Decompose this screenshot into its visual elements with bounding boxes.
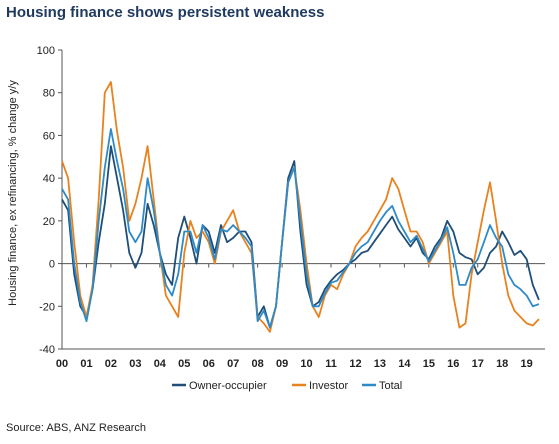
x-tick-label: 14 — [398, 358, 411, 370]
x-tick-label: 16 — [447, 358, 459, 370]
x-tick-label: 07 — [227, 358, 239, 370]
series-lines — [61, 81, 540, 333]
x-tick-label: 02 — [105, 358, 117, 370]
legend-label: Owner-occupier — [189, 380, 267, 392]
x-tick-label: 09 — [276, 358, 288, 370]
y-tick-label: 40 — [43, 173, 55, 185]
x-tick-label: 05 — [178, 358, 190, 370]
y-tick-label: -20 — [39, 301, 55, 313]
x-tick-label: 13 — [374, 358, 386, 370]
axes: -40 -20 0 20 40 60 80 100 00 01 02 03 04 05 06 07 08 09 10… — [37, 45, 545, 370]
series-line-owner-occupier — [61, 145, 540, 329]
y-axis-label: Housing finance, ex refinancing, % chang… — [7, 80, 19, 306]
series-line-investor — [61, 81, 540, 333]
x-tick-label: 17 — [472, 358, 484, 370]
y-tick-label: 0 — [49, 259, 55, 271]
series-line-total — [61, 128, 540, 329]
y-tick-label: -40 — [39, 344, 55, 356]
x-tick-label: 08 — [252, 358, 264, 370]
x-tick-label: 19 — [521, 358, 533, 370]
y-tick-label: 80 — [43, 88, 55, 100]
legend: Owner-occupier Investor Total — [172, 380, 402, 392]
x-tick-label: 10 — [300, 358, 312, 370]
legend-label: Total — [379, 380, 402, 392]
x-tick-label: 11 — [325, 358, 337, 370]
source-note: Source: ABS, ANZ Research — [6, 422, 147, 434]
y-tick-label: 60 — [43, 130, 55, 142]
x-tick-label: 06 — [203, 358, 215, 370]
y-tick-label: 100 — [37, 45, 55, 57]
x-tick-label: 00 — [56, 358, 68, 370]
x-tick-label: 12 — [349, 358, 361, 370]
x-tick-label: 03 — [129, 358, 141, 370]
x-tick-label: 01 — [80, 358, 92, 370]
legend-label: Investor — [309, 380, 348, 392]
x-tick-label: 04 — [154, 358, 167, 370]
y-tick-label: 20 — [43, 216, 55, 228]
x-tick-label: 15 — [423, 358, 435, 370]
chart-title: Housing finance shows persistent weaknes… — [6, 4, 325, 21]
x-tick-label: 18 — [496, 358, 508, 370]
